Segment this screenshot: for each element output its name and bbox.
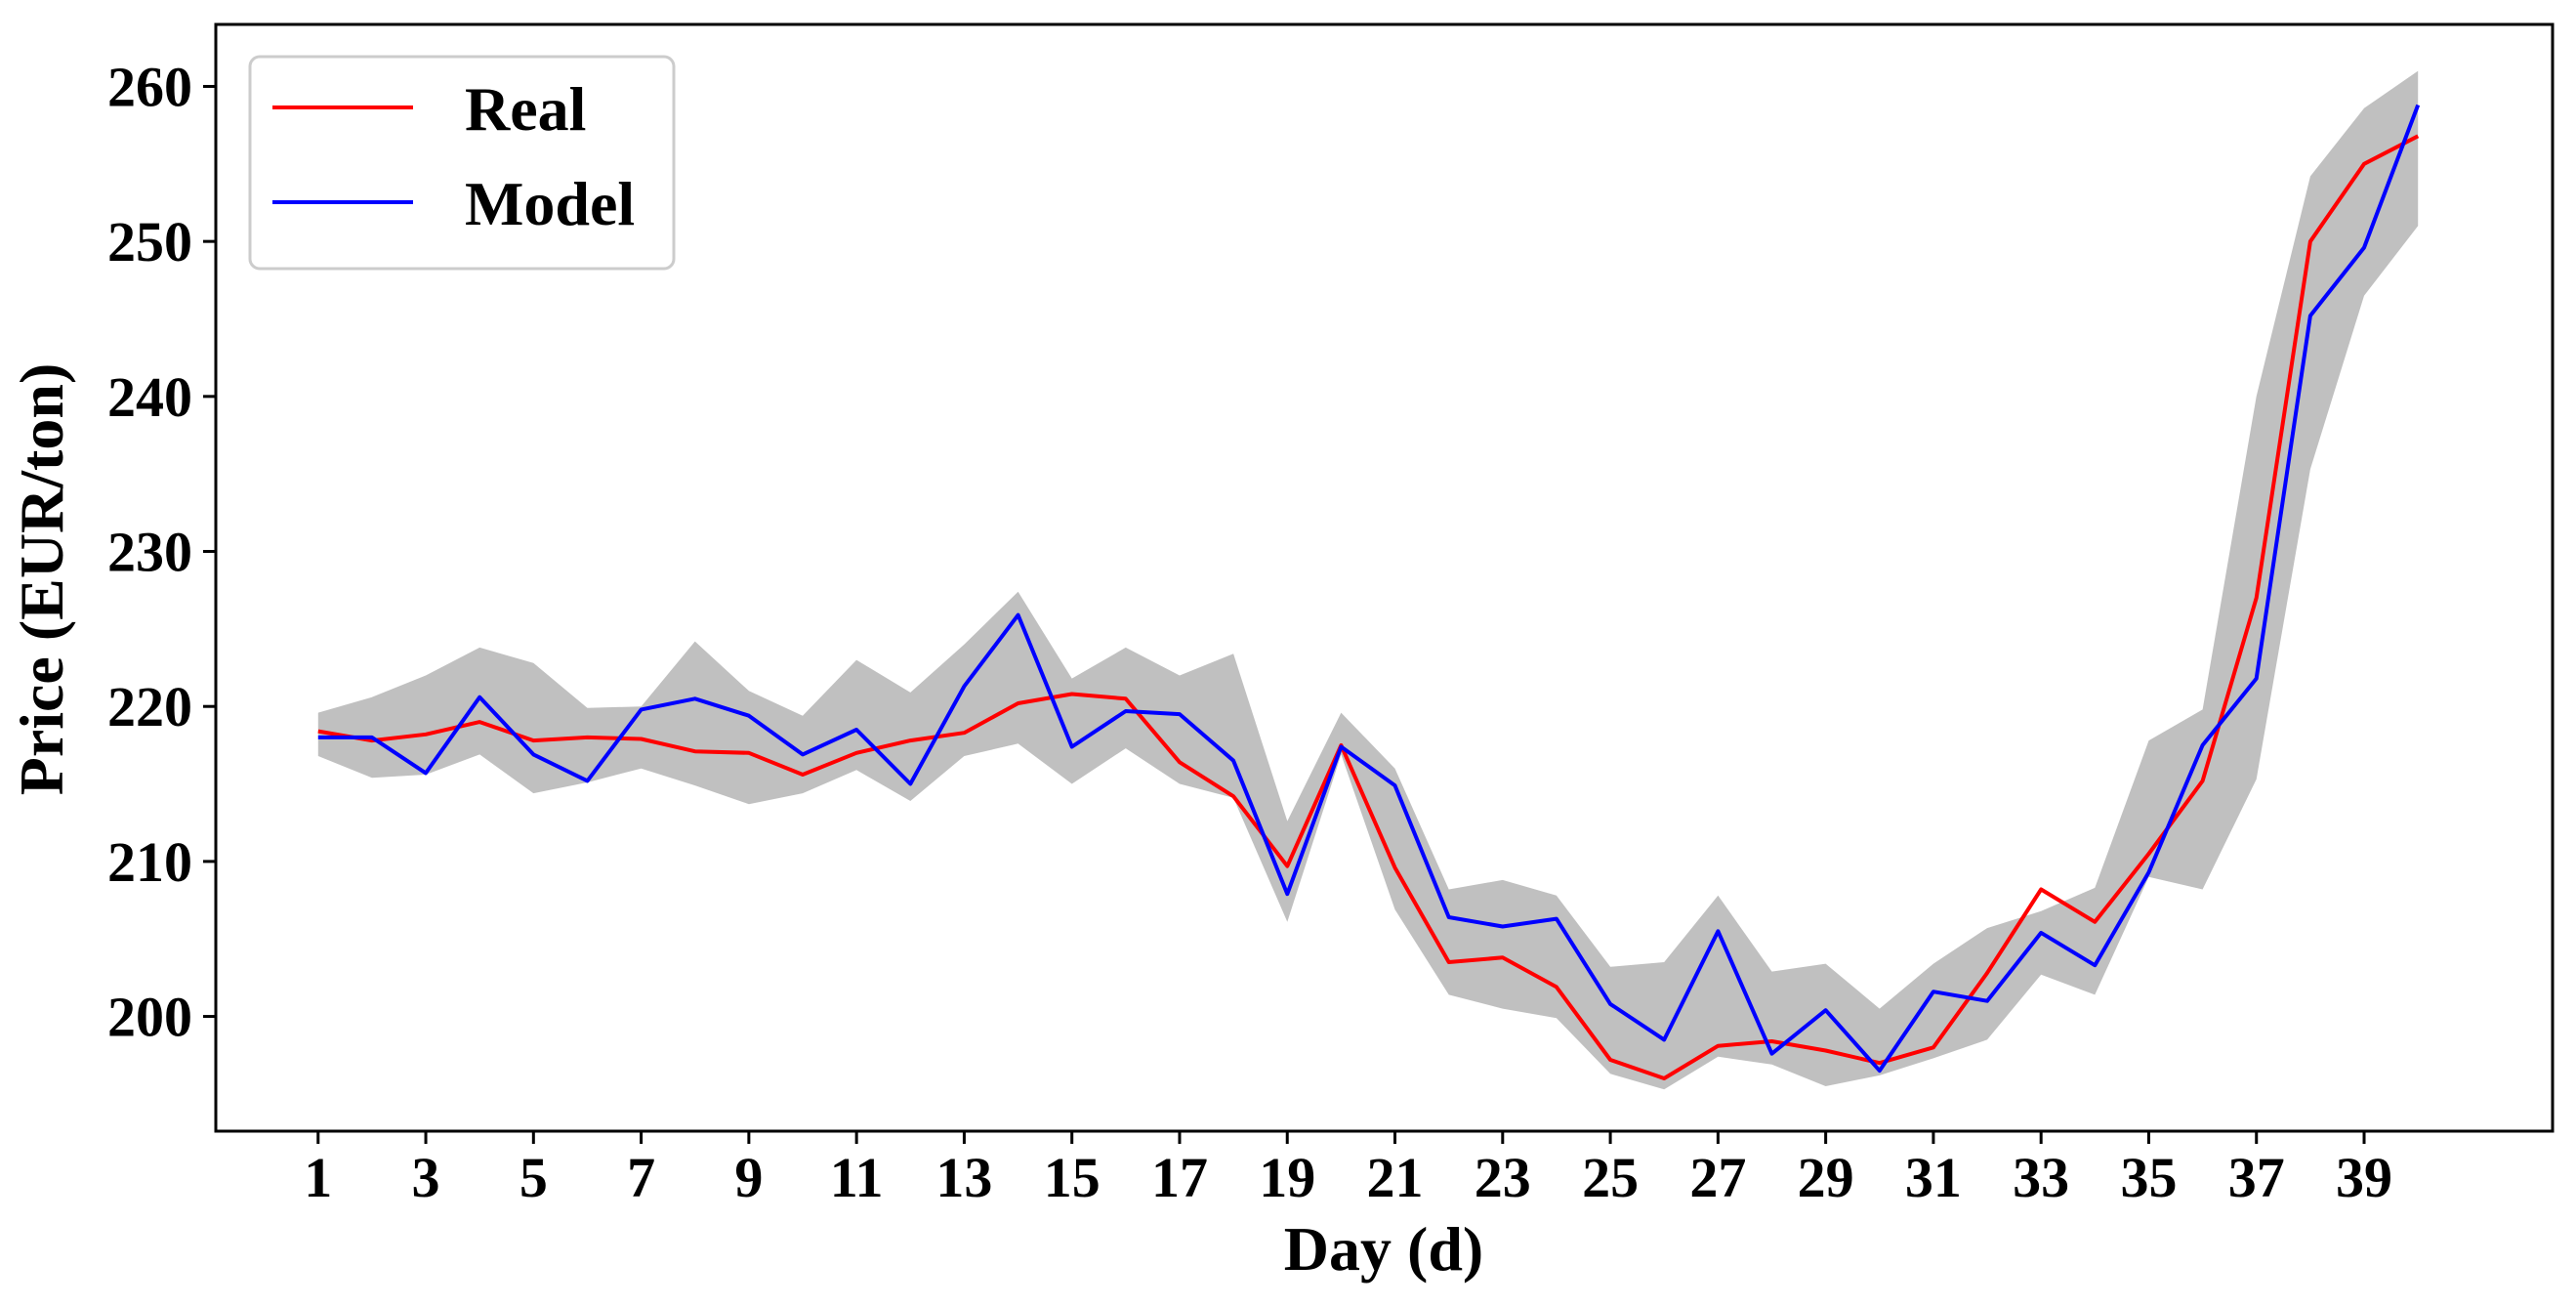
x-tick-label: 29	[1798, 1146, 1854, 1209]
x-axis: 1 3 5 7 9 11 13 15 17 19 21 23 25 27 29 31 33 35 37 39	[304, 1131, 2392, 1209]
y-tick-label: 230	[107, 521, 192, 584]
x-tick-label: 7	[627, 1146, 655, 1209]
x-tick-label: 27	[1689, 1146, 1746, 1209]
x-tick-label: 3	[412, 1146, 440, 1209]
x-tick-label: 11	[830, 1146, 884, 1209]
x-tick-label: 37	[2228, 1146, 2285, 1209]
y-axis-title: Price (EUR/ton)	[7, 363, 76, 796]
x-tick-label: 31	[1905, 1146, 1962, 1209]
y-tick-label: 250	[107, 210, 192, 274]
x-tick-label: 13	[935, 1146, 992, 1209]
x-tick-label: 9	[734, 1146, 763, 1209]
legend-label-real: Real	[465, 74, 586, 144]
x-tick-label: 23	[1475, 1146, 1531, 1209]
y-axis: 200 210 220 230 240 250 260	[107, 55, 216, 1049]
series-layer	[317, 104, 2421, 1080]
series-line-model	[317, 104, 2421, 1074]
x-tick-label: 25	[1582, 1146, 1639, 1209]
y-tick-label: 240	[107, 365, 192, 429]
y-tick-label: 200	[107, 986, 192, 1049]
x-axis-title: Day (d)	[1284, 1214, 1483, 1284]
y-tick-label: 210	[107, 830, 192, 894]
x-tick-label: 5	[519, 1146, 548, 1209]
x-tick-label: 35	[2120, 1146, 2177, 1209]
x-tick-label: 19	[1259, 1146, 1315, 1209]
series-line-real	[317, 134, 2420, 1080]
x-tick-label: 15	[1044, 1146, 1101, 1209]
legend: Real Model	[248, 55, 676, 271]
x-tick-label: 21	[1367, 1146, 1424, 1209]
plot-frame	[214, 22, 2555, 1133]
x-tick-label: 39	[2336, 1146, 2392, 1209]
x-tick-label: 1	[304, 1146, 332, 1209]
x-tick-label: 17	[1151, 1146, 1208, 1209]
legend-box	[248, 55, 676, 271]
y-tick-label: 260	[107, 55, 192, 118]
legend-label-model: Model	[465, 169, 635, 238]
y-tick-label: 220	[107, 675, 192, 738]
x-tick-label: 33	[2013, 1146, 2069, 1209]
